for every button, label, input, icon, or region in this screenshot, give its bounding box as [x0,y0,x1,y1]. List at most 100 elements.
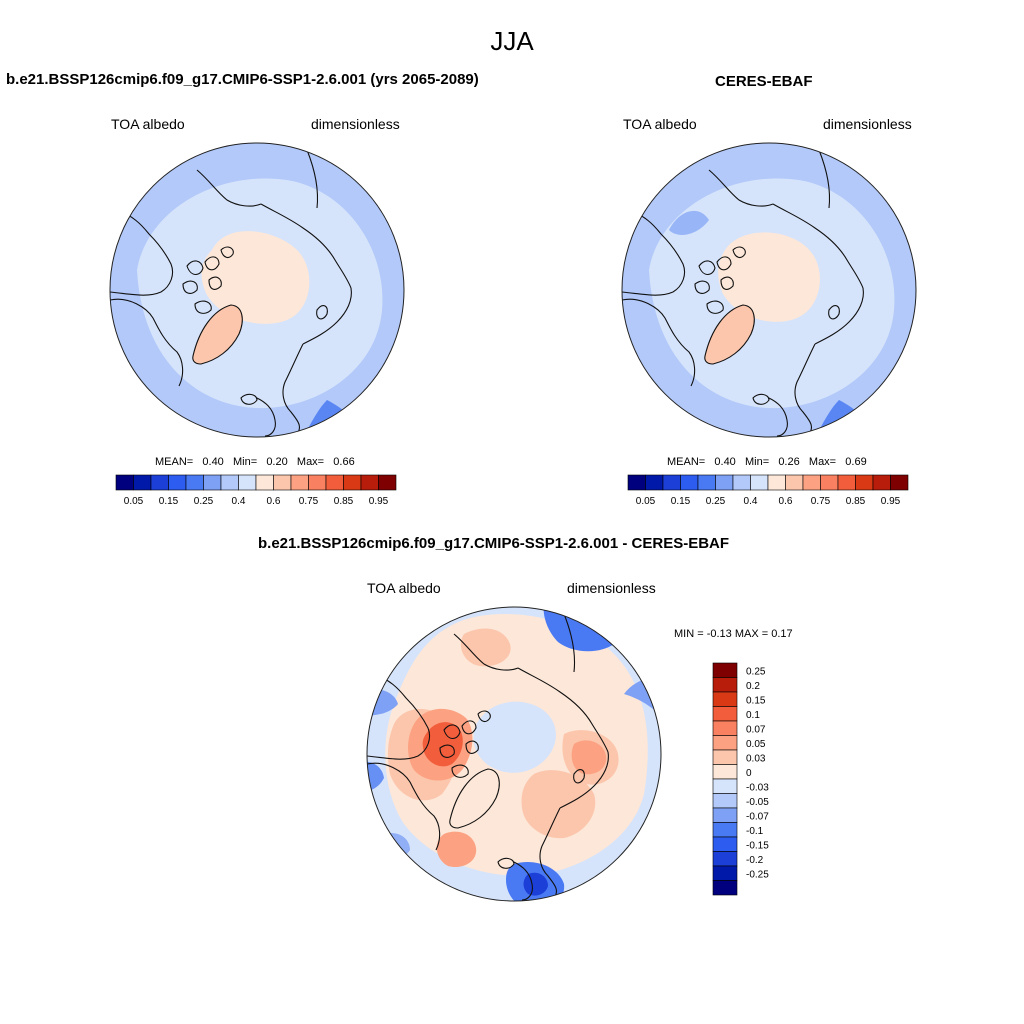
panel-3-colorbar-tick-label: -0.07 [746,812,769,823]
panel-1-colorbar-box [360,474,379,491]
panel-3-colorbar-box [712,778,738,794]
panel-1-colorbar-box [325,474,344,491]
panel-1-colorbar-box [150,474,169,491]
panel-2-map [621,142,917,438]
panel-2-colorbar-box [715,474,734,491]
panel-3-colorbar-box [712,749,738,765]
panel-1-colorbar-tick-label: 0.85 [334,496,354,507]
panel-1-mean-label: MEAN= [155,456,194,468]
panel-2-title: CERES-EBAF [715,73,813,90]
panel-1-colorbar-tick-label: 0.15 [159,496,179,507]
panel-2-colorbar-box [785,474,804,491]
panel-2-colorbar-tick-label: 0.75 [811,496,831,507]
panel-1-colorbar-box [255,474,274,491]
panel-2-min-label: Min= [744,456,770,468]
panel-3-colorbar-box [712,807,738,823]
panel-1-colorbar-tick-label: 0.05 [124,496,144,507]
panel-2-mean-value: 0.40 [714,456,736,468]
panel-1-colorbar: 0.05 0.15 0.25 0.4 0.6 0.75 0.85 0.95 [115,474,397,507]
panel-1-max-label: Max= [296,456,325,468]
panel-3-colorbar-box [712,880,738,896]
panel-2-max-value: 0.69 [845,456,867,468]
panel-2-colorbar-box [767,474,786,491]
panel-1-colorbar-tick-label: 0.6 [267,496,281,507]
panel-2-max-label: Max= [808,456,837,468]
panel-2-colorbar-box [890,474,909,491]
panel-1-colorbar-box [133,474,152,491]
panel-3-colorbar-tick-label: -0.15 [746,841,769,852]
panel-3-colorbar-box [712,822,738,838]
panel-2-colorbar-tick-label: 0.6 [779,496,793,507]
panel-3-colorbar-box [712,793,738,809]
panel-3-colorbar-box [712,706,738,722]
panel-2-colorbar: 0.05 0.15 0.25 0.4 0.6 0.75 0.85 0.95 [627,474,909,507]
panel-1-colorbar-box [185,474,204,491]
panel-2-colorbar-box [820,474,839,491]
panel-1-colorbar-box [273,474,292,491]
panel-1-min-value: 0.20 [266,456,288,468]
panel-1-title: b.e21.BSSP126cmip6.f09_g17.CMIP6-SSP1-2.… [6,71,479,88]
panel-3-colorbar: 0.25 0.2 0.15 0.1 0.07 0.05 0.03 0 -0.03 -0.05 -0.… [712,662,769,896]
panel-3-colorbar-tick-label: -0.05 [746,797,769,808]
panel-3-colorbar-box [712,662,738,678]
panel-3-stats: MIN = -0.13 MAX = 0.17 [674,628,793,640]
panel-2-colorbar-box [627,474,646,491]
panel-1-map [109,142,405,438]
panel-2-stats: MEAN= 0.40 Min= 0.26 Max= 0.69 [667,456,867,468]
panel-2-colorbar-tick-label: 0.05 [636,496,656,507]
panel-3-colorbar-box [712,764,738,780]
panel-3-colorbar-tick-label: 0.03 [746,754,766,765]
panel-1-colorbar-box [238,474,257,491]
panel-3-colorbar-box [712,677,738,693]
panel-1-colorbar-box [378,474,397,491]
panel-1-colorbar-box [308,474,327,491]
panel-3-colorbar-tick-label: 0.05 [746,739,766,750]
panel-3-colorbar-box [712,691,738,707]
panel-2-colorbar-box [732,474,751,491]
panel-1-colorbar-box [343,474,362,491]
panel-2-colorbar-box [662,474,681,491]
panel-2-colorbar-tick-label: 0.15 [671,496,691,507]
figure-title: JJA [490,26,534,56]
panel-1-colorbar-box [115,474,134,491]
panel-3-map [366,606,662,902]
panel-3-colorbar-tick-label: 0 [746,768,752,779]
panel-2-colorbar-box [802,474,821,491]
panel-1-min-label: Min= [232,456,258,468]
panel-2-min-value: 0.26 [778,456,800,468]
panel-3-colorbar-box [712,720,738,736]
panel-2-units-label: dimensionless [823,116,912,132]
panel-3-colorbar-box [712,865,738,881]
panel-3-colorbar-tick-label: 0.1 [746,710,760,721]
panel-2-colorbar-box [872,474,891,491]
panel-1-colorbar-tick-label: 0.95 [369,496,389,507]
panel-3-colorbar-box [712,836,738,852]
panel-2-colorbar-tick-label: 0.85 [846,496,866,507]
panel-2-variable-label: TOA albedo [623,116,697,132]
panel-3-colorbar-box [712,735,738,751]
panel-2-colorbar-box [680,474,699,491]
panel-1-colorbar-box [203,474,222,491]
panel-2-colorbar-tick-label: 0.4 [744,496,758,507]
panel-1-colorbar-tick-label: 0.4 [232,496,246,507]
panel-3-variable-label: TOA albedo [367,580,441,596]
panel-1-colorbar-box [290,474,309,491]
panel-3-colorbar-tick-label: 0.07 [746,725,766,736]
panel-1-max-value: 0.66 [333,456,355,468]
panel-2-colorbar-box [837,474,856,491]
panel-2-colorbar-box [855,474,874,491]
panel-3-colorbar-tick-label: 0.15 [746,696,766,707]
panel-1-stats: MEAN= 0.40 Min= 0.20 Max= 0.66 [155,456,355,468]
panel-1-colorbar-box [220,474,239,491]
panel-3-colorbar-tick-label: -0.1 [746,826,764,837]
panel-1-colorbar-box [168,474,187,491]
panel-1-variable-label: TOA albedo [111,116,185,132]
panel-2-mean-label: MEAN= [667,456,706,468]
panel-2-colorbar-box [750,474,769,491]
panel-1-mean-value: 0.40 [202,456,224,468]
panel-1-colorbar-tick-label: 0.75 [299,496,319,507]
panel-2-colorbar-tick-label: 0.25 [706,496,726,507]
panel-3-colorbar-box [712,851,738,867]
panel-3-colorbar-tick-label: 0.2 [746,681,760,692]
